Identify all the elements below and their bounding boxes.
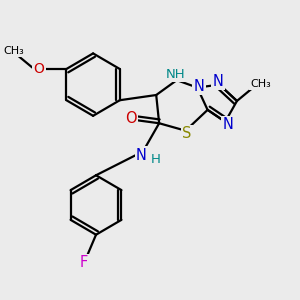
Text: H: H	[150, 153, 160, 166]
Text: F: F	[80, 255, 88, 270]
Text: CH₃: CH₃	[251, 79, 272, 89]
Text: CH₃: CH₃	[3, 46, 24, 56]
Text: N: N	[193, 79, 204, 94]
Text: N: N	[223, 117, 234, 132]
Text: O: O	[125, 111, 136, 126]
Text: N: N	[212, 74, 223, 89]
Text: S: S	[182, 126, 192, 141]
Text: O: O	[34, 62, 44, 76]
Text: N: N	[136, 148, 147, 163]
Text: NH: NH	[166, 68, 185, 81]
